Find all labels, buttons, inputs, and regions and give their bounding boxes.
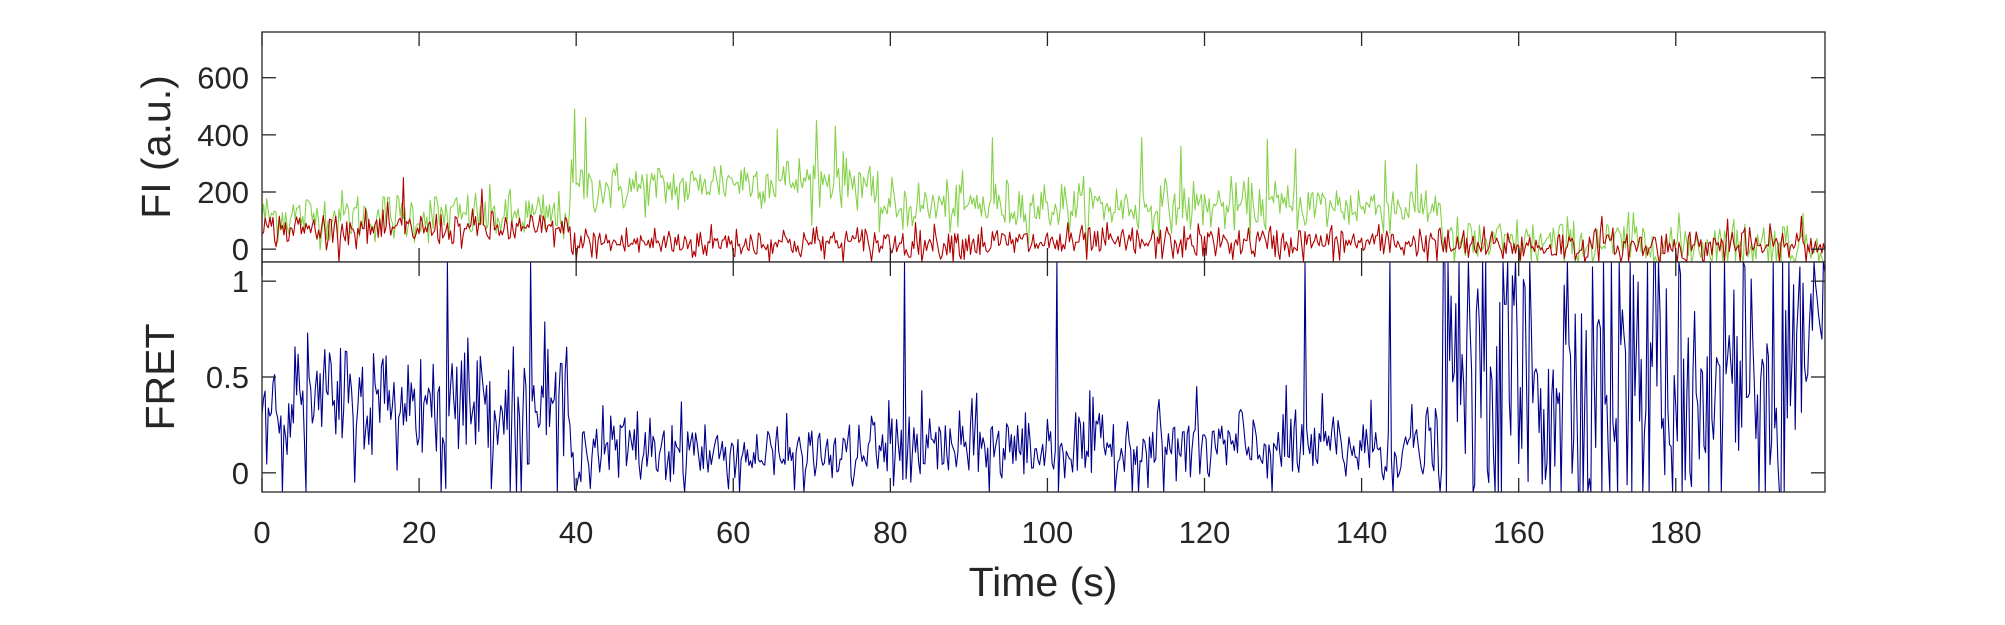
fluorescence-y-ticks: 0 200 400 600 — [197, 61, 1825, 267]
fluorescence-panel: 0 200 400 600 FI (a.u.) — [133, 31, 1826, 267]
x-axis-ticks: 0 20 40 60 80 100 120 140 160 180 — [253, 32, 1702, 550]
y-tick-label: 0 — [232, 232, 249, 267]
y-tick-label: 0 — [232, 456, 249, 491]
x-tick-label: 120 — [1179, 515, 1231, 550]
x-tick-label: 0 — [253, 515, 270, 550]
x-tick-label: 20 — [402, 515, 436, 550]
y-tick-label: 1 — [232, 264, 249, 299]
fret-y-ticks: 00.51 — [206, 264, 1825, 491]
fluorescence-y-axis-label: FI (a.u.) — [133, 75, 179, 219]
fret-trace-0 — [261, 261, 1826, 493]
x-tick-label: 80 — [873, 515, 907, 550]
x-tick-label: 160 — [1493, 515, 1545, 550]
fret-y-axis-label: FRET — [137, 323, 183, 430]
y-tick-label: 0.5 — [206, 360, 249, 395]
y-tick-label: 600 — [197, 61, 249, 96]
x-tick-label: 40 — [559, 515, 593, 550]
x-tick-label: 180 — [1650, 515, 1702, 550]
fluorescence-trace-1 — [261, 177, 1826, 263]
x-tick-label: 100 — [1022, 515, 1074, 550]
fluorescence-series-group — [261, 108, 1826, 263]
fluorescence-trace-0 — [261, 108, 1825, 263]
y-tick-label: 400 — [197, 118, 249, 153]
fret-panel: 00.51 FRET — [137, 261, 1826, 493]
x-axis-label: Time (s) — [969, 559, 1118, 605]
fret-series-group — [261, 261, 1826, 493]
y-tick-label: 200 — [197, 175, 249, 210]
x-tick-label: 140 — [1336, 515, 1388, 550]
x-tick-label: 60 — [716, 515, 750, 550]
